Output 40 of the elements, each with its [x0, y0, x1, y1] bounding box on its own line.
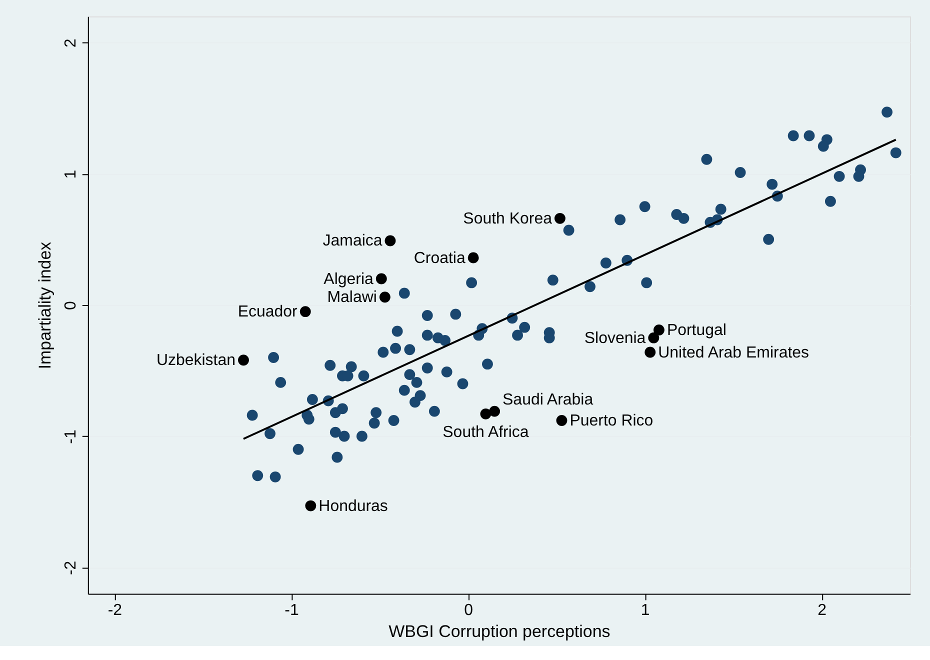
point — [384, 235, 396, 246]
point — [300, 306, 311, 318]
point — [376, 273, 387, 284]
point — [379, 292, 390, 303]
annotation: Algeria — [324, 270, 374, 288]
annotation: Croatia — [414, 250, 466, 267]
point — [644, 346, 656, 358]
x-tick-label: 2 — [818, 602, 827, 620]
point — [480, 408, 492, 420]
annotation: Portugal — [666, 322, 726, 339]
x-tick-label: 1 — [640, 602, 650, 620]
y-axis-title: Impartiality index — [35, 241, 54, 370]
annotation: Saudi Arabia — [502, 391, 594, 408]
x-axis-title: WBGI Corruption perceptions — [388, 622, 610, 642]
x-tick-label: -2 — [108, 602, 122, 620]
point — [556, 415, 568, 426]
point — [653, 324, 664, 336]
y-tick-label: 0 — [62, 300, 80, 310]
annotation: South Korea — [463, 210, 552, 228]
annotation: Honduras — [318, 498, 388, 515]
annotation: Slovenia — [584, 330, 646, 347]
annotation: Uzbekistan — [156, 352, 236, 370]
annotation: Ecuador — [238, 304, 298, 321]
y-tick-label: 1 — [62, 170, 80, 179]
x-tick-label: -1 — [284, 602, 299, 620]
point — [468, 252, 479, 264]
annotation: South Africa — [442, 424, 529, 441]
annotation: Puerto Rico — [570, 412, 654, 430]
annotation: Malawi — [327, 289, 377, 306]
y-tick-label: -2 — [62, 560, 80, 576]
y-tick-label: -1 — [62, 430, 80, 444]
point — [489, 406, 500, 417]
x-tick-label: 0 — [464, 602, 474, 620]
point — [554, 212, 566, 224]
point — [648, 332, 660, 344]
point — [305, 500, 316, 512]
annotation: Jamaica — [322, 232, 382, 250]
annotation: United Arab Emirates — [658, 344, 810, 362]
point — [238, 354, 249, 366]
y-tick-label: 2 — [62, 38, 80, 48]
